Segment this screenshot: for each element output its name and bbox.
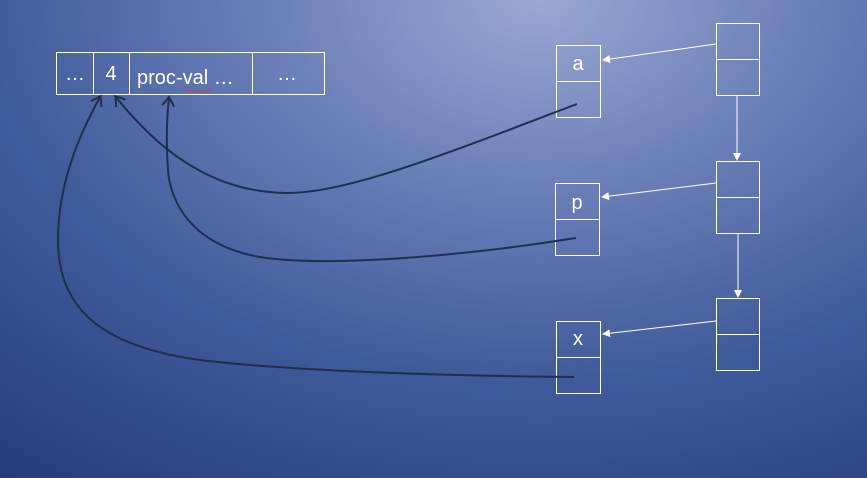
vector-cell-2-text: proc-val …	[137, 67, 234, 89]
pair-cell-1	[716, 23, 760, 96]
frame-box-x: x	[556, 321, 601, 394]
curve-arrow-a-to-4	[114, 94, 578, 194]
vector-cell-0-text: …	[65, 63, 85, 85]
pointer-arrow-to-x	[602, 320, 717, 338]
pointer-arrow-to-a	[602, 43, 717, 63]
pair-cell-2	[716, 161, 760, 234]
frame-box-a: a	[556, 45, 601, 118]
pointer-arrow-to-p	[601, 182, 717, 201]
vector-record: … 4 proc-val … …	[56, 52, 325, 95]
vector-cell-3	[252, 52, 325, 95]
frame-label-p: p	[571, 192, 582, 214]
vector-cell-3-text: …	[277, 63, 297, 85]
frame-label-x: x	[573, 328, 583, 350]
frame-box-p: p	[555, 183, 600, 256]
spellcheck-squiggle-icon	[183, 89, 212, 93]
frame-label-a: a	[572, 53, 584, 75]
pair-cell-3	[716, 298, 760, 371]
vector-cell-1-text: 4	[105, 63, 116, 85]
curve-arrow-x-to-4	[56, 94, 575, 378]
curve-arrow-p-to-proc-val	[161, 95, 577, 263]
